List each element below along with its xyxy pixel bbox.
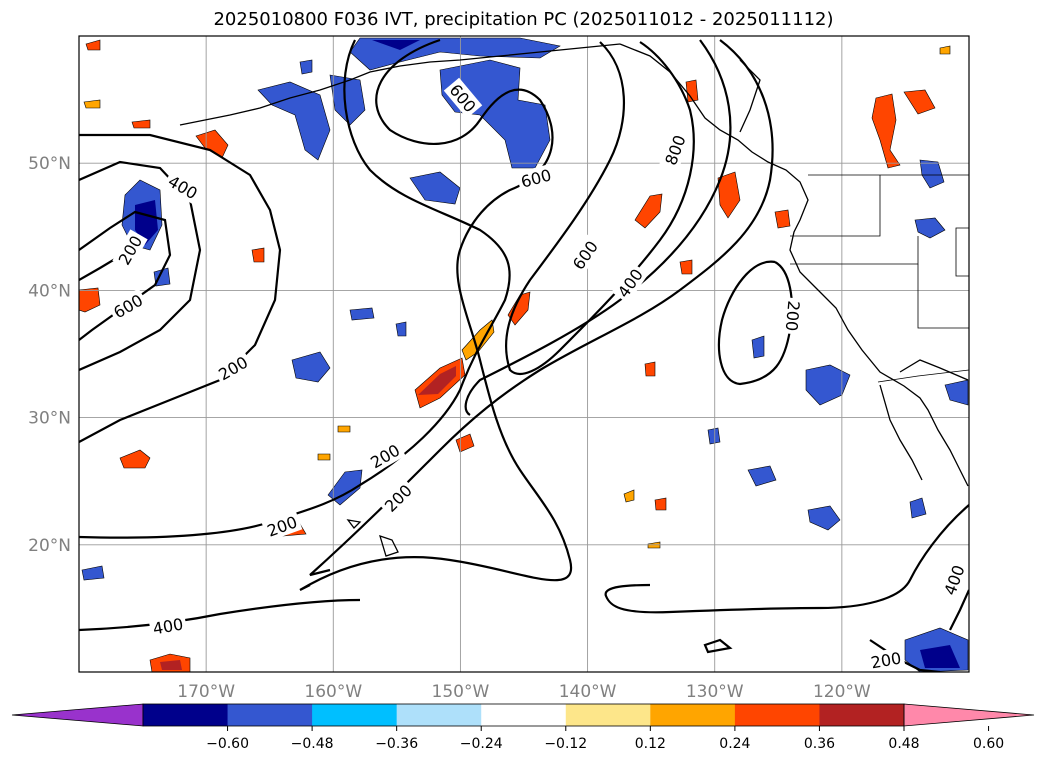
latitude-labels: 20°N 30°N 40°N 50°N bbox=[28, 154, 71, 556]
map-title: 2025010800 F036 IVT, precipitation PC (2… bbox=[213, 9, 834, 30]
longitude-tick-label: 150°W bbox=[432, 682, 490, 702]
longitude-tick-label: 170°W bbox=[177, 682, 235, 702]
colorbar-bin bbox=[481, 704, 567, 726]
map-frame bbox=[78, 35, 970, 673]
colorbar-bin bbox=[734, 704, 820, 726]
longitude-tick-label: 160°W bbox=[304, 682, 362, 702]
contour-label: 200 bbox=[869, 648, 902, 672]
contour-label: 800 bbox=[661, 133, 689, 168]
latitude-tick-label: 30°N bbox=[28, 409, 71, 429]
contour-label: 400 bbox=[151, 614, 184, 638]
coastlines bbox=[179, 43, 969, 557]
colorbar-bin bbox=[143, 704, 229, 726]
colorbar-tick-label: 0.12 bbox=[635, 736, 666, 752]
colorbar-bin bbox=[819, 704, 905, 726]
longitude-tick-label: 120°W bbox=[813, 682, 871, 702]
longitude-labels: 170°W 160°W 150°W 140°W 130°W 120°W bbox=[177, 682, 871, 702]
colorbar-tick-label: 0.60 bbox=[973, 736, 1004, 752]
colorbar-frame bbox=[142, 703, 905, 727]
colorbar-bin bbox=[650, 704, 736, 726]
colorbar-tick-label: 0.36 bbox=[804, 736, 835, 752]
colorbar-tick-label: 0.48 bbox=[888, 736, 919, 752]
colorbar-bin bbox=[565, 704, 651, 726]
contour-label: 200 bbox=[265, 512, 300, 540]
colorbar-bin bbox=[227, 704, 313, 726]
colorbar-extend-high bbox=[903, 703, 1035, 727]
colorbar: −0.60 −0.48 −0.36 −0.24 −0.12 0.12 0.24 0.36 0.4… bbox=[11, 703, 1035, 752]
longitude-tick-label: 130°W bbox=[686, 682, 744, 702]
latitude-tick-label: 20°N bbox=[28, 536, 71, 556]
colorbar-tick-label: −0.12 bbox=[544, 736, 587, 752]
colorbar-tick-label: −0.24 bbox=[460, 736, 503, 752]
colorbar-tick-label: 0.24 bbox=[719, 736, 750, 752]
colorbar-bin bbox=[312, 704, 398, 726]
colorbar-tick-label: −0.36 bbox=[375, 736, 418, 752]
colorbar-extend-low bbox=[11, 703, 144, 727]
colorbar-tick-label: −0.48 bbox=[291, 736, 334, 752]
colorbar-bin bbox=[396, 704, 482, 726]
precip-pc-shading bbox=[79, 37, 969, 672]
state-borders bbox=[790, 174, 969, 383]
longitude-tick-label: 140°W bbox=[559, 682, 617, 702]
latitude-tick-label: 50°N bbox=[28, 154, 71, 174]
latitude-tick-label: 40°N bbox=[28, 281, 71, 301]
contour-label: 200 bbox=[782, 300, 804, 332]
colorbar-tick-label: −0.60 bbox=[206, 736, 249, 752]
contour-label: 400 bbox=[940, 563, 968, 598]
contour-label: 600 bbox=[519, 165, 553, 191]
